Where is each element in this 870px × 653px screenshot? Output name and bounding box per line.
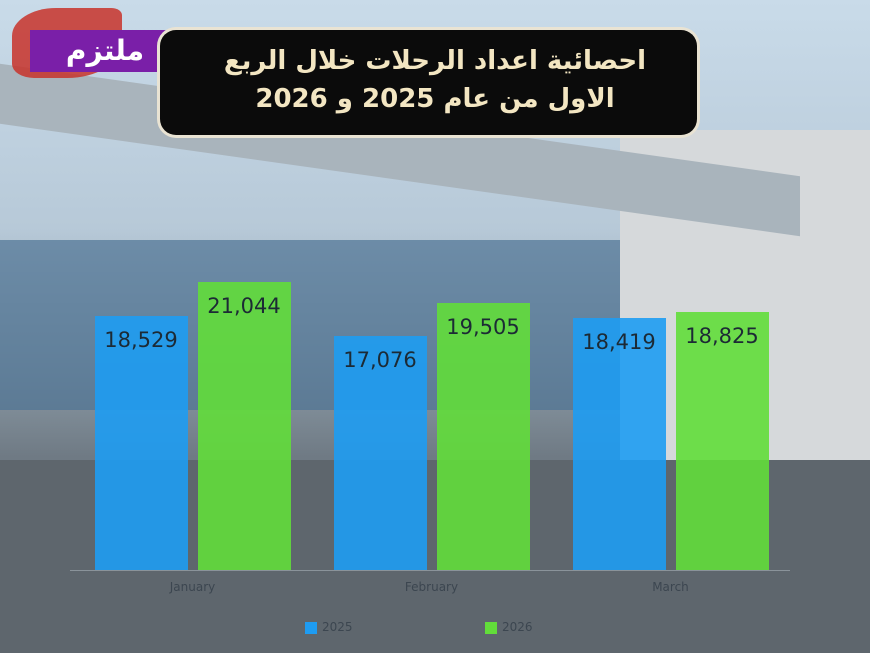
- bar: [333, 336, 427, 570]
- title-box: [160, 30, 697, 135]
- chart-title: احصائية اعداد الرحلات خلال الربع الاول م…: [223, 46, 647, 114]
- x-axis: [70, 570, 790, 571]
- logo-text: ملتزم: [65, 34, 145, 67]
- data-label: 18,529: [104, 328, 178, 353]
- legend-swatch: [485, 622, 497, 634]
- x-tick-label: January: [169, 580, 216, 594]
- bar: [94, 316, 188, 570]
- x-tick-label: March: [652, 580, 689, 594]
- legend-label: 2025: [322, 620, 353, 634]
- bar: [675, 312, 769, 570]
- data-label: 17,076: [343, 348, 417, 373]
- bar: [197, 282, 291, 570]
- x-tick-label: February: [404, 580, 459, 594]
- data-label: 21,044: [207, 294, 281, 318]
- data-label: 19,505: [446, 315, 520, 340]
- bar: [572, 317, 666, 570]
- data-label: 18,419: [582, 329, 656, 354]
- legend-swatch: [305, 622, 317, 634]
- legend-label: 2026: [502, 620, 533, 634]
- logo: [30, 30, 180, 72]
- bar: [436, 303, 530, 570]
- data-label: 18,825: [685, 324, 759, 349]
